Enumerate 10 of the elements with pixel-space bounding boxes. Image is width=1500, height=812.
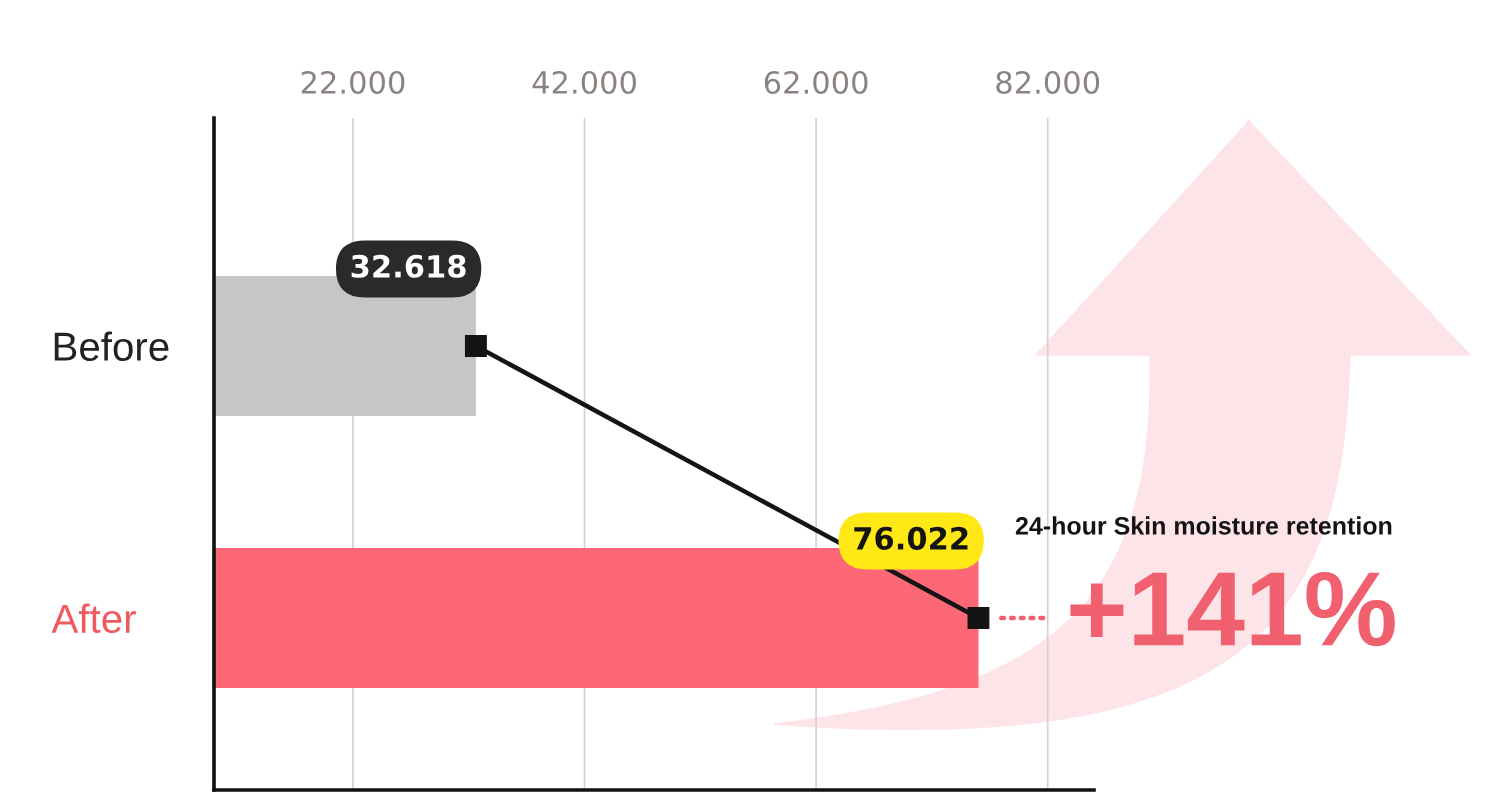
data-label: 76.022 <box>854 526 968 550</box>
annotation: +141% <box>1070 571 1395 647</box>
y-tick-label: After <box>51 603 136 634</box>
x-tick-label: 62.000 <box>764 70 868 95</box>
x-tick-label: 82.000 <box>996 70 1100 95</box>
x-tick-label: 42.000 <box>532 70 636 95</box>
annotation: 24-hour Skin moisture retention <box>1015 516 1392 535</box>
x-tick-label: 22.000 <box>301 70 405 95</box>
data-label: 32.618 <box>351 254 466 278</box>
y-tick-label: Before <box>54 331 169 361</box>
